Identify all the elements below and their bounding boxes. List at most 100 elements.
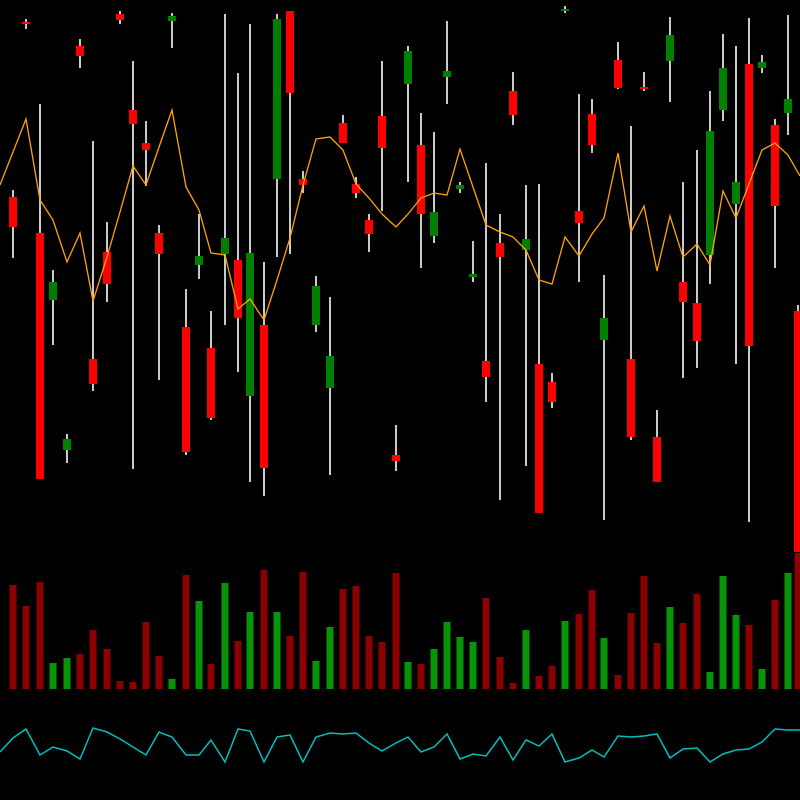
volume-bar [9, 585, 17, 689]
volume-bar [732, 615, 740, 689]
volume-bar [640, 576, 648, 689]
volume-bar [443, 622, 451, 689]
volume-bar [260, 570, 268, 689]
candle-wick [158, 225, 160, 380]
candle-body-down [548, 382, 556, 402]
volume-bar [482, 598, 490, 689]
candle-body-down [614, 60, 622, 88]
candle-wick [578, 94, 580, 282]
volume-bar [430, 649, 438, 689]
volume-bar [706, 672, 714, 689]
candle-wick [395, 425, 397, 471]
volume-bar [207, 664, 215, 689]
candle-body-up [784, 99, 792, 113]
candle-wick [145, 121, 147, 186]
candle-body-up [195, 256, 203, 265]
volume-bar [693, 594, 701, 689]
candle-wick [289, 11, 291, 254]
volume-layer [9, 553, 800, 689]
candle-body-down [575, 211, 583, 223]
candle-body-down [640, 87, 648, 89]
candle-body-down [89, 359, 97, 384]
candle-wick [485, 163, 487, 402]
volume-bar [679, 623, 687, 689]
candle-body-up [312, 286, 320, 325]
volume-bar [758, 669, 766, 689]
candle-body-down [417, 145, 425, 214]
candle-wick [735, 46, 737, 364]
candle-wick [237, 73, 239, 372]
candle-wick [224, 14, 226, 325]
candle-body-up [666, 35, 674, 61]
candle-wick [446, 21, 448, 104]
volume-bar [76, 654, 84, 689]
candle-wick [787, 15, 789, 135]
candle-wick [525, 185, 527, 466]
candle-body-down [378, 116, 386, 148]
volume-bar [784, 573, 792, 689]
volume-bar [771, 600, 779, 689]
volume-bar [299, 572, 307, 689]
volume-bar [535, 676, 543, 689]
candle-body-up [273, 19, 281, 179]
candle-wick [92, 141, 94, 391]
candle-bodies-layer [9, 9, 800, 552]
candle-body-down [496, 243, 504, 257]
volume-bar [155, 656, 163, 689]
volume-bar [36, 582, 44, 689]
candle-body-down [482, 361, 490, 377]
candle-body-down [260, 325, 268, 468]
volume-bar [496, 657, 504, 689]
volume-bar [221, 583, 229, 689]
volume-bar [575, 614, 583, 689]
volume-bar [653, 643, 661, 689]
volume-bar [469, 642, 477, 689]
candle-body-down [745, 64, 753, 346]
volume-bar [614, 675, 622, 689]
candle-wick [132, 61, 134, 469]
volume-bar [129, 682, 137, 689]
volume-bar [49, 663, 57, 689]
candle-wick [171, 13, 173, 48]
candle-wick [407, 46, 409, 182]
volume-bar [378, 642, 386, 689]
volume-bar [745, 625, 753, 689]
volume-bar [273, 612, 281, 689]
candle-body-down [693, 303, 701, 341]
candle-body-down [679, 282, 687, 302]
volume-bar [404, 662, 412, 689]
volume-bar [312, 661, 320, 689]
candle-wick [538, 184, 540, 513]
volume-bar [246, 612, 254, 689]
candle-wick [696, 150, 698, 368]
candle-body-down [22, 22, 30, 24]
candle-body-up [326, 356, 334, 388]
volume-bar [195, 601, 203, 689]
volume-bar [588, 590, 596, 689]
candle-body-up [758, 62, 766, 68]
candle-body-down [142, 143, 150, 150]
volume-bar [352, 586, 360, 689]
volume-bar [456, 637, 464, 689]
candle-body-down [352, 184, 360, 193]
candle-body-up [469, 274, 477, 277]
volume-bar [666, 607, 674, 689]
candle-wick [52, 270, 54, 345]
volume-bar [63, 658, 71, 689]
candle-body-up [246, 253, 254, 396]
volume-bar [89, 630, 97, 689]
candle-body-down [182, 327, 190, 452]
candle-body-down [76, 46, 84, 56]
candle-body-down [794, 311, 800, 552]
candle-body-down [339, 123, 347, 143]
candle-wick [472, 241, 474, 282]
candle-body-down [653, 437, 661, 482]
candle-body-down [627, 359, 635, 437]
candle-body-down [299, 179, 307, 185]
volume-bar [326, 627, 334, 689]
candle-body-up [168, 16, 176, 21]
volume-bar [794, 553, 800, 689]
candle-body-up [522, 239, 530, 250]
candle-body-down [103, 252, 111, 284]
